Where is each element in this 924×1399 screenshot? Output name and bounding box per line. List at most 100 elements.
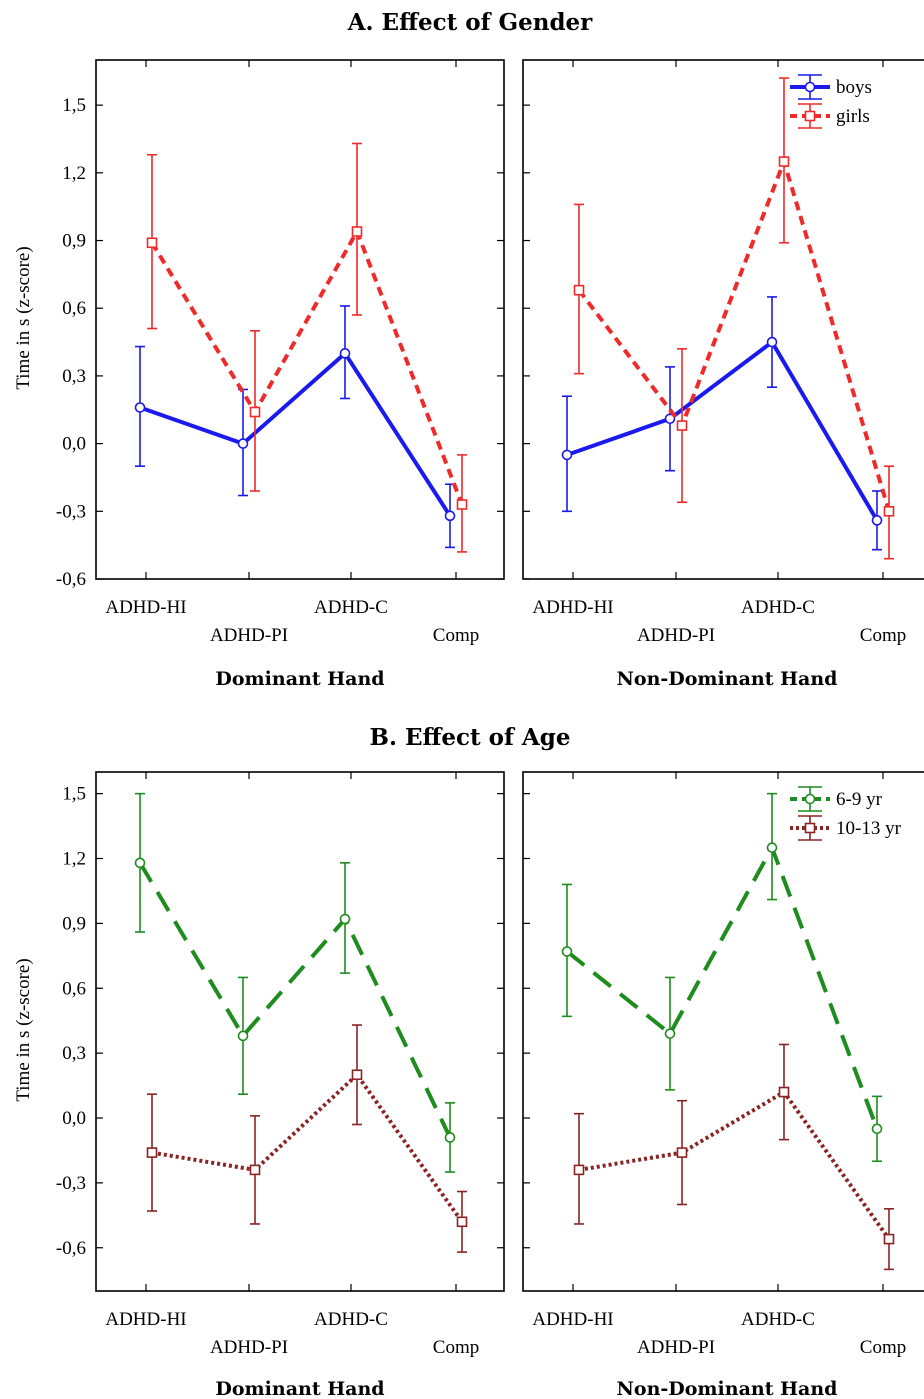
- panel-a-nondominant-frame: [522, 59, 924, 580]
- x-tick-label: Comp: [433, 1337, 479, 1358]
- data-point-boys: [561, 449, 573, 461]
- panel-a-dominant-frame: [95, 59, 505, 580]
- y-tick-label: -0,3: [56, 1173, 86, 1194]
- series-line-boys-dominant: [139, 351, 452, 517]
- data-point-girls: [146, 237, 158, 249]
- panel-a-nondominant-xlabel: Non-Dominant Hand: [617, 668, 838, 690]
- y-tick-label: -0,6: [56, 1238, 86, 1259]
- data-point-girls: [456, 499, 468, 510]
- legend-label-girls: girls: [836, 106, 870, 127]
- data-point-6-9-yr: [766, 842, 778, 853]
- y-tick-label: -0,3: [56, 501, 86, 522]
- data-point-10-13-yr: [573, 1164, 585, 1176]
- legend-marker: [804, 793, 816, 805]
- series-line-10-13-yr-dominant: [151, 1072, 464, 1223]
- x-tick-label: ADHD-C: [741, 1309, 815, 1330]
- x-tick-label: ADHD-HI: [532, 1309, 613, 1330]
- section-b-plot-marks: [134, 792, 895, 1271]
- section-b: B. Effect of Age Time in s (z-score) 1,5…: [13, 724, 924, 1399]
- data-point-girls: [883, 506, 895, 517]
- y-tick-label: 0,3: [62, 366, 86, 387]
- data-point-boys: [444, 510, 456, 522]
- x-tick-label: Comp: [433, 625, 479, 646]
- section-a: A. Effect of Gender Time in s (z-score) …: [13, 9, 924, 690]
- data-point-10-13-yr: [249, 1164, 261, 1176]
- panel-b-nondominant-frame: [522, 771, 924, 1292]
- x-tick-label: ADHD-C: [314, 597, 388, 618]
- y-tick-label: 1,2: [62, 849, 86, 870]
- section-a-legend: boys girls: [790, 74, 872, 129]
- x-tick-label: ADHD-C: [314, 1309, 388, 1330]
- data-point-6-9-yr: [871, 1123, 883, 1135]
- section-b-y-ticks: 1,5 1,2 0,9 0,6 0,3 0,0 -0,3 -0,6: [56, 784, 530, 1259]
- legend-marker: [804, 81, 816, 93]
- data-point-10-13-yr: [676, 1147, 688, 1158]
- data-point-10-13-yr: [146, 1147, 158, 1158]
- data-point-10-13-yr: [883, 1233, 895, 1245]
- data-point-10-13-yr: [456, 1216, 468, 1228]
- section-a-plot-marks: [134, 77, 895, 560]
- data-point-girls: [249, 406, 261, 418]
- section-a-title: A. Effect of Gender: [347, 9, 593, 36]
- data-point-girls: [778, 156, 790, 167]
- section-a-y-axis-label: Time in s (z-score): [13, 246, 34, 389]
- y-tick-label: 1,2: [62, 163, 86, 184]
- series-line-6-9-yr-nondominant: [565, 845, 879, 1130]
- data-point-boys: [134, 402, 146, 413]
- y-tick-label: 0,9: [62, 913, 86, 934]
- section-a-y-ticks: 1,5 1,2 0,9 0,6 0,3 0,0 -0,3 -0,6: [56, 95, 530, 590]
- series-line-girls-dominant: [150, 229, 464, 506]
- series-line-girls-nondominant: [577, 159, 891, 512]
- y-tick-label: 1,5: [62, 784, 86, 805]
- series-line-6-9-yr-dominant: [138, 861, 452, 1139]
- y-tick-label: 0,9: [62, 231, 86, 252]
- x-tick-label: Comp: [860, 625, 906, 646]
- data-point-6-9-yr: [664, 1028, 676, 1039]
- x-tick-label: ADHD-PI: [210, 1337, 288, 1358]
- data-point-girls: [351, 226, 363, 237]
- y-tick-label: 0,6: [62, 298, 86, 319]
- x-tick-label: Comp: [860, 1337, 906, 1358]
- y-tick-label: 0,6: [62, 978, 86, 999]
- x-tick-label: ADHD-HI: [532, 597, 613, 618]
- y-tick-label: 0,3: [62, 1043, 86, 1064]
- y-tick-label: 0,0: [62, 1108, 86, 1129]
- legend-label-6-9-yr: 6-9 yr: [836, 789, 883, 810]
- data-point-10-13-yr: [351, 1069, 363, 1081]
- x-tick-label: ADHD-HI: [105, 597, 186, 618]
- x-tick-label: ADHD-C: [741, 597, 815, 618]
- y-tick-label: -0,6: [56, 569, 86, 590]
- y-tick-label: 1,5: [62, 95, 86, 116]
- data-point-boys: [664, 413, 676, 425]
- legend-label-boys: boys: [836, 77, 872, 98]
- x-tick-label: ADHD-PI: [637, 1337, 715, 1358]
- legend-marker: [804, 110, 816, 122]
- data-point-boys: [339, 348, 351, 359]
- data-point-boys: [766, 336, 778, 348]
- panel-b-dominant-frame: [95, 771, 505, 1292]
- data-point-6-9-yr: [561, 946, 573, 957]
- data-point-6-9-yr: [339, 913, 351, 925]
- data-point-6-9-yr: [134, 857, 146, 869]
- section-b-legend: 6-9 yr 10-13 yr: [790, 786, 902, 841]
- data-point-10-13-yr: [778, 1086, 790, 1098]
- section-b-x-ticks: ADHD-HI ADHD-PI ADHD-C Comp ADHD-HI ADHD-PI AD…: [105, 772, 906, 1358]
- series-line-10-13-yr-nondominant: [578, 1090, 891, 1241]
- data-point-6-9-yr: [444, 1132, 456, 1143]
- data-point-girls: [573, 284, 585, 296]
- x-tick-label: ADHD-PI: [210, 625, 288, 646]
- panel-a-dominant-xlabel: Dominant Hand: [215, 668, 384, 690]
- panel-b-dominant-xlabel: Dominant Hand: [215, 1378, 384, 1399]
- series-line-boys-nondominant: [566, 340, 879, 522]
- legend-marker: [804, 822, 816, 834]
- data-point-boys: [871, 515, 883, 526]
- section-a-x-ticks: ADHD-HI ADHD-PI ADHD-C Comp ADHD-HI ADHD-PI AD…: [105, 60, 906, 646]
- y-tick-label: 0,0: [62, 434, 86, 455]
- section-b-title: B. Effect of Age: [370, 724, 571, 751]
- x-tick-label: ADHD-HI: [105, 1309, 186, 1330]
- x-tick-label: ADHD-PI: [637, 625, 715, 646]
- data-point-girls: [676, 420, 688, 431]
- section-b-y-axis-label: Time in s (z-score): [13, 958, 34, 1101]
- data-point-6-9-yr: [237, 1030, 249, 1042]
